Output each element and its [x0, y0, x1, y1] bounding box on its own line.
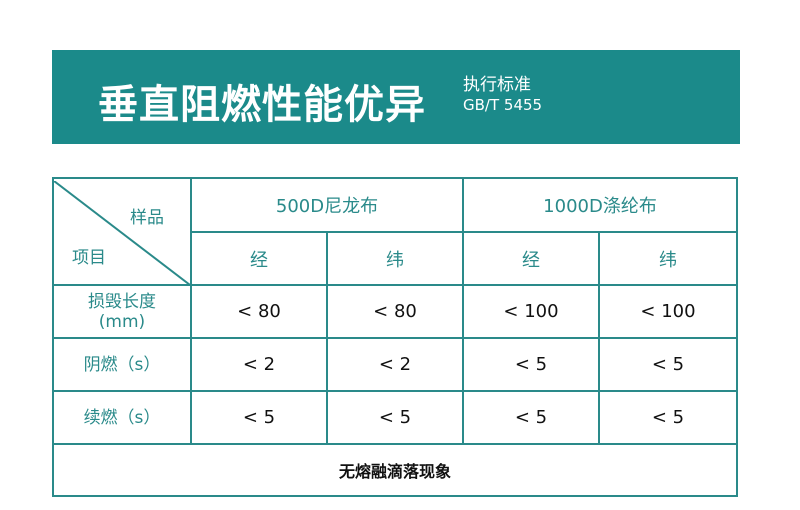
cell: < 5 — [597, 390, 739, 445]
cell: < 80 — [190, 284, 328, 339]
row-unit: (mm) — [98, 311, 146, 332]
cell: < 5 — [597, 337, 739, 392]
footer-note: 无熔融滴落现象 — [51, 443, 739, 497]
cell: < 5 — [326, 390, 464, 445]
cell: < 5 — [462, 337, 600, 392]
row-label: 损毁长度 (mm) — [52, 284, 192, 339]
cell: < 100 — [462, 284, 600, 339]
corner-item: 项目 — [72, 247, 106, 268]
group-header: 500D尼龙布 — [190, 177, 464, 233]
banner: 垂直阻燃性能优异 执行标准 GB/T 5455 — [52, 50, 740, 144]
group-header: 1000D涤纶布 — [461, 177, 739, 233]
banner-title: 垂直阻燃性能优异 — [98, 82, 426, 128]
cell: < 2 — [190, 337, 328, 392]
row-label-text: 损毁长度 — [88, 291, 156, 312]
standard: 执行标准 GB/T 5455 — [463, 75, 542, 115]
subheader: 经 — [462, 231, 600, 286]
cell: < 2 — [326, 337, 464, 392]
standard-label: 执行标准 — [463, 75, 531, 95]
row-label: 阴燃（s） — [52, 337, 192, 392]
cell: < 5 — [462, 390, 600, 445]
cell: < 100 — [597, 284, 739, 339]
standard-code: GB/T 5455 — [463, 96, 543, 114]
subheader: 经 — [190, 231, 328, 286]
corner-sample: 样品 — [130, 207, 164, 228]
subheader: 纬 — [326, 231, 464, 286]
table-row: 损毁长度 (mm) < 80 < 80 < 100 < 100 — [52, 284, 739, 339]
table-row: 阴燃（s） < 2 < 2 < 5 < 5 — [52, 337, 739, 392]
table-row: 续燃（s） < 5 < 5 < 5 < 5 — [52, 390, 739, 445]
spec-table: 样品 项目 500D尼龙布 1000D涤纶布 经 纬 经 纬 损毁长度 (mm) … — [51, 177, 739, 497]
row-label: 续燃（s） — [52, 390, 192, 445]
corner-cell: 样品 项目 — [52, 177, 192, 286]
cell: < 80 — [326, 284, 464, 339]
cell: < 5 — [190, 390, 328, 445]
subheader: 纬 — [597, 231, 739, 286]
